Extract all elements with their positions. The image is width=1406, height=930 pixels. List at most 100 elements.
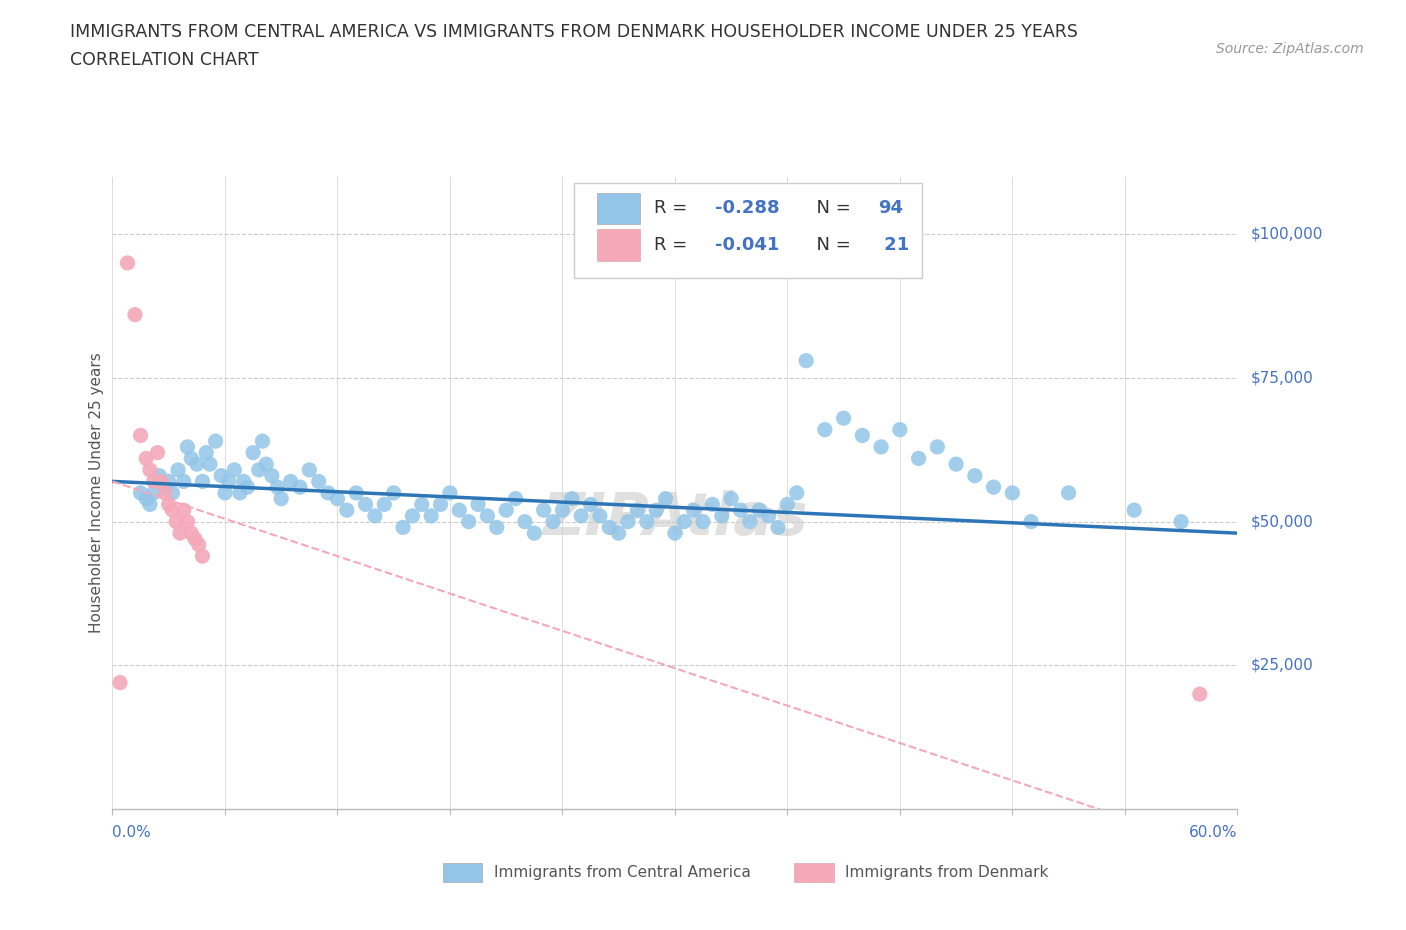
Point — [420, 509, 443, 524]
Point — [146, 445, 169, 460]
Point — [139, 462, 162, 477]
Text: $50,000: $50,000 — [1251, 514, 1313, 529]
Point — [411, 497, 433, 512]
Text: $75,000: $75,000 — [1251, 370, 1313, 385]
Point — [187, 538, 209, 552]
Point — [191, 549, 214, 564]
Point — [214, 485, 236, 500]
Point — [224, 462, 246, 477]
Point — [626, 503, 648, 518]
Text: CORRELATION CHART: CORRELATION CHART — [70, 51, 259, 69]
FancyBboxPatch shape — [598, 193, 640, 224]
Point — [1170, 514, 1192, 529]
Point — [870, 440, 893, 455]
Point — [247, 462, 270, 477]
Point — [1057, 485, 1080, 500]
Point — [236, 480, 259, 495]
Point — [401, 509, 423, 524]
Point — [153, 485, 176, 500]
Point — [439, 485, 461, 500]
Text: N =: N = — [806, 199, 856, 218]
Point — [218, 474, 240, 489]
Point — [505, 491, 527, 506]
Text: R =: R = — [654, 199, 693, 218]
Point — [124, 307, 146, 322]
Point — [485, 520, 508, 535]
Point — [382, 485, 405, 500]
Point — [477, 509, 499, 524]
Point — [336, 503, 359, 518]
Point — [636, 514, 658, 529]
Point — [173, 474, 195, 489]
Point — [135, 451, 157, 466]
Point — [682, 503, 704, 518]
Point — [162, 485, 184, 500]
Text: -0.288: -0.288 — [716, 199, 780, 218]
Point — [513, 514, 536, 529]
Point — [139, 497, 162, 512]
Point — [561, 491, 583, 506]
Point — [983, 480, 1005, 495]
Text: Source: ZipAtlas.com: Source: ZipAtlas.com — [1216, 42, 1364, 56]
Point — [254, 457, 277, 472]
Point — [1001, 485, 1024, 500]
Point — [664, 525, 686, 540]
Point — [191, 474, 214, 489]
Point — [266, 480, 288, 495]
Point — [316, 485, 339, 500]
Point — [142, 474, 165, 489]
Point — [467, 497, 489, 512]
Point — [326, 491, 349, 506]
Point — [579, 497, 602, 512]
Point — [963, 468, 986, 483]
Text: 21: 21 — [879, 236, 910, 254]
FancyBboxPatch shape — [574, 183, 922, 278]
Point — [232, 474, 254, 489]
Text: $25,000: $25,000 — [1251, 658, 1313, 673]
Point — [204, 433, 226, 448]
Point — [457, 514, 479, 529]
Point — [495, 503, 517, 518]
Point — [748, 503, 770, 518]
Point — [270, 491, 292, 506]
Point — [364, 509, 387, 524]
Point — [907, 451, 929, 466]
Point — [129, 485, 152, 500]
Point — [851, 428, 873, 443]
Point — [569, 509, 592, 524]
Point — [229, 485, 252, 500]
Point — [710, 509, 733, 524]
Point — [162, 503, 184, 518]
Point — [794, 353, 817, 368]
Point — [184, 531, 207, 546]
Point — [541, 514, 564, 529]
Point — [589, 509, 612, 524]
Text: IMMIGRANTS FROM CENTRAL AMERICA VS IMMIGRANTS FROM DENMARK HOUSEHOLDER INCOME UN: IMMIGRANTS FROM CENTRAL AMERICA VS IMMIG… — [70, 23, 1078, 41]
Point — [252, 433, 274, 448]
Text: 0.0%: 0.0% — [112, 825, 152, 840]
Text: 60.0%: 60.0% — [1189, 825, 1237, 840]
Point — [927, 440, 949, 455]
Point — [209, 468, 232, 483]
Point — [1123, 503, 1146, 518]
Point — [169, 525, 191, 540]
Point — [288, 480, 311, 495]
Point — [607, 525, 630, 540]
Point — [142, 485, 165, 500]
Text: -0.041: -0.041 — [716, 236, 780, 254]
Point — [148, 468, 170, 483]
Point — [776, 497, 799, 512]
Point — [598, 520, 620, 535]
Point — [173, 503, 195, 518]
Point — [392, 520, 415, 535]
Point — [344, 485, 367, 500]
Text: $100,000: $100,000 — [1251, 227, 1323, 242]
Point — [617, 514, 640, 529]
Point — [167, 462, 190, 477]
Point — [730, 503, 752, 518]
Point — [180, 525, 202, 540]
Point — [108, 675, 131, 690]
Point — [153, 480, 176, 495]
Point — [176, 440, 198, 455]
Point — [449, 503, 471, 518]
